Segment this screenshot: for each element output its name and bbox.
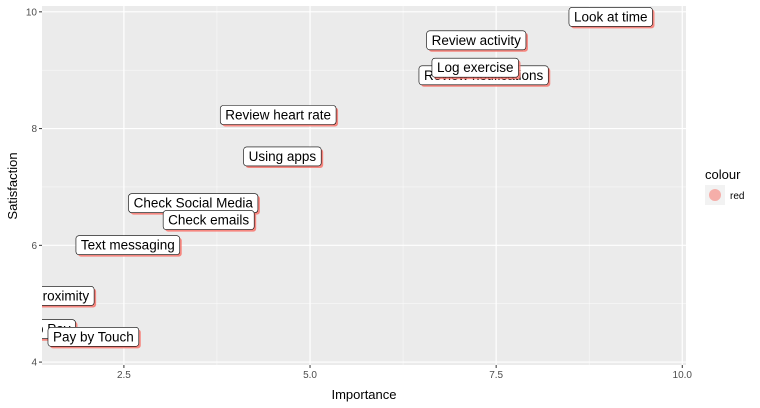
y-tick-label: 8 <box>31 124 37 135</box>
point-label-box <box>75 235 181 255</box>
data-point: Review activity <box>426 30 528 52</box>
point-label: Using apps <box>249 149 317 164</box>
point-label: proximity <box>35 288 89 303</box>
y-tick-label: 10 <box>26 7 38 18</box>
y-axis-title: Satisfaction <box>5 152 20 219</box>
data-point: Check emails <box>162 210 257 232</box>
legend-entry-label: red <box>730 191 744 202</box>
y-tick-label: 4 <box>31 358 37 369</box>
x-tick-label: 7.5 <box>489 370 503 381</box>
point-label-box <box>162 210 255 230</box>
x-tick-label: 10.0 <box>673 370 693 381</box>
data-point: Look at time <box>568 7 655 29</box>
point-label: Review activity <box>432 33 522 48</box>
data-point: Review heart rate <box>219 105 339 127</box>
point-label: Check emails <box>168 213 249 228</box>
data-point: Text messaging <box>75 235 182 257</box>
data-point: Log exercise <box>431 57 521 80</box>
y-axis: 4 6 8 10 <box>26 7 42 369</box>
point-label: Text messaging <box>81 238 175 253</box>
point-label: Check Social Media <box>134 196 254 211</box>
x-tick-label: 2.5 <box>117 370 131 381</box>
point-label: Pay by Touch <box>53 329 134 344</box>
x-tick-label: 5.0 <box>303 370 317 381</box>
point-label-box <box>243 146 322 167</box>
y-tick-label: 6 <box>31 241 37 252</box>
point-label: Log exercise <box>437 60 514 75</box>
point-label-box <box>219 105 337 125</box>
x-axis: 2.5 5.0 7.5 10.0 <box>117 365 693 381</box>
plot-panel <box>42 6 686 365</box>
point-label: Look at time <box>574 9 648 24</box>
point-label: Review heart rate <box>225 107 331 122</box>
legend-title: colour <box>705 167 741 182</box>
point-label-box <box>568 7 653 27</box>
data-point: Pay by Touch <box>47 327 141 349</box>
legend: colour red <box>705 167 744 205</box>
data-point: Using apps <box>243 146 324 168</box>
legend-key-dot <box>709 189 721 201</box>
point-label-box <box>42 286 95 306</box>
point-label-box <box>47 327 140 347</box>
point-label-box <box>426 30 527 51</box>
data-point: Check Social Media <box>128 193 260 215</box>
grid-minor <box>42 6 686 365</box>
point-label-box <box>431 57 519 78</box>
data-point: proximity <box>35 286 97 308</box>
x-axis-title: Importance <box>331 387 396 402</box>
